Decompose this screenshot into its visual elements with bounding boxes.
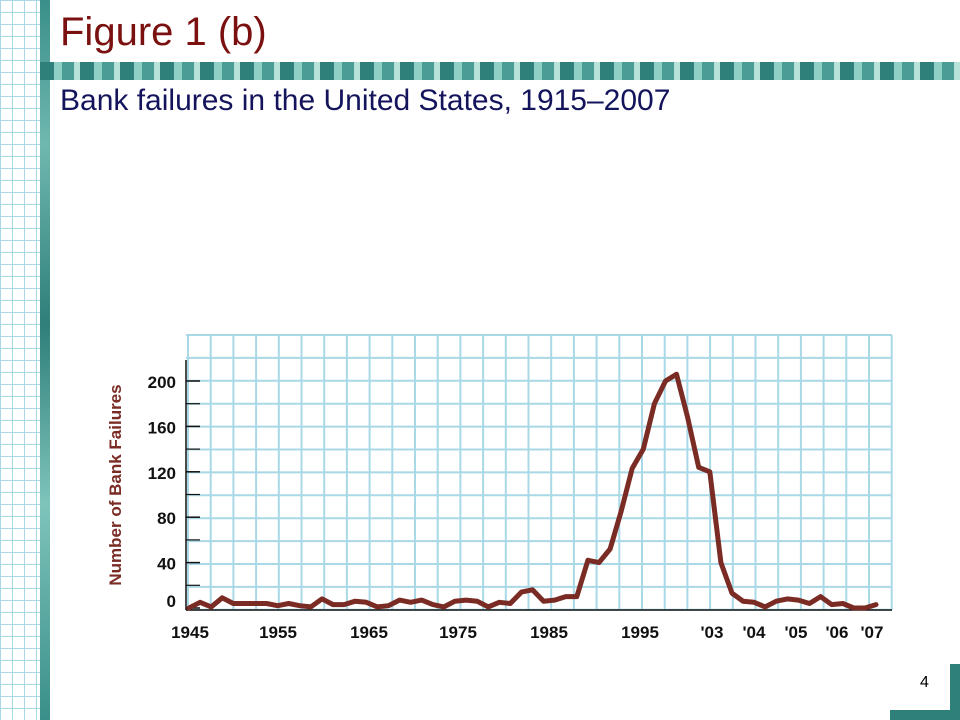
y-axis-label: Number of Bank Failures — [106, 384, 125, 585]
left-decorative-band — [40, 0, 50, 720]
x-tick-label: '06 — [826, 623, 849, 642]
y-tick-label: 200 — [148, 373, 176, 392]
x-tick-label: '07 — [861, 623, 884, 642]
x-tick-label: '03 — [701, 623, 724, 642]
plot-grid — [186, 334, 893, 611]
y-tick-label: 80 — [157, 509, 176, 528]
x-tick-label: '04 — [743, 623, 766, 642]
corner-decoration — [890, 664, 960, 720]
figure-subtitle: Bank failures in the United States, 1915… — [60, 84, 671, 117]
series-line-0 — [186, 371, 879, 611]
y-tick-label: 120 — [148, 464, 176, 483]
y-tick-labels: 0 40 80 120 160 200 — [148, 373, 176, 611]
y-tick-label: 0 — [167, 592, 176, 611]
title-panel — [50, 0, 960, 62]
y-tick-label: 160 — [148, 418, 176, 437]
axes — [185, 360, 892, 611]
x-tick-label: 1995 — [621, 623, 659, 642]
x-tick-label: 1945 — [171, 623, 209, 642]
y-tick-label: 40 — [157, 555, 176, 574]
x-tick-label: 1975 — [439, 623, 477, 642]
top-decorative-band — [40, 62, 960, 80]
figure-title: Figure 1 (b) — [60, 10, 267, 54]
page-number: 4 — [920, 674, 929, 691]
x-tick-label: 1985 — [530, 623, 568, 642]
x-tick-label: '05 — [785, 623, 808, 642]
series-lines — [186, 371, 879, 611]
x-tick-labels: 1945 1955 1965 1975 1985 1995 '03 '04 '05 '06 '07 — [171, 623, 883, 642]
x-tick-label: 1965 — [350, 623, 388, 642]
x-tick-label: 1955 — [259, 623, 297, 642]
